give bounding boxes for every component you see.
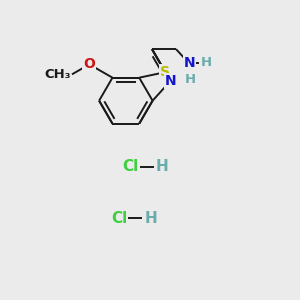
Text: H: H (145, 211, 157, 226)
Text: Cl: Cl (122, 159, 139, 174)
Text: S: S (160, 65, 170, 79)
Text: H: H (156, 159, 169, 174)
Text: H: H (184, 73, 196, 85)
Text: N: N (165, 74, 176, 88)
Text: O: O (83, 57, 95, 71)
Text: N: N (184, 56, 195, 70)
Text: H: H (201, 56, 212, 69)
Text: Cl: Cl (111, 211, 127, 226)
Text: CH₃: CH₃ (44, 68, 71, 81)
